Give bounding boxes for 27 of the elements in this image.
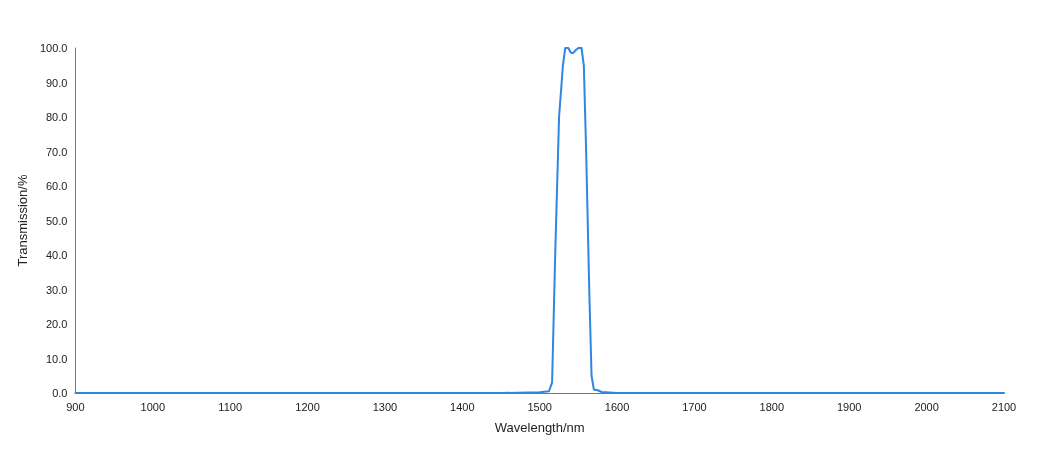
x-tick-label: 2100: [991, 400, 1017, 413]
y-tick-label: 10.0: [46, 352, 68, 365]
y-tick-label: 20.0: [46, 318, 68, 330]
y-tick-label: 100.0: [39, 42, 68, 54]
x-tick-label: 2000: [914, 400, 939, 413]
y-tick-label: 80.0: [46, 111, 68, 123]
x-tick-label: 1000: [140, 400, 166, 413]
x-axis-title: Wavelength/nm: [494, 420, 585, 435]
y-tick-label: 50.0: [46, 214, 68, 227]
x-tick-label: 1800: [759, 400, 785, 413]
x-tick-label: 1600: [604, 400, 630, 413]
x-tick-label: 1900: [837, 400, 862, 413]
y-tick-label: 90.0: [46, 76, 68, 89]
y-axis-title: Transmission/%: [15, 174, 30, 267]
x-tick-label: 1500: [527, 400, 552, 413]
y-tick-label: 40.0: [46, 249, 68, 261]
y-tick-label: 30.0: [46, 283, 68, 296]
x-tick-label: 1400: [450, 400, 475, 413]
x-tick-label: 900: [66, 400, 85, 413]
y-tick-label: 0.0: [52, 387, 68, 399]
y-tick-label: 60.0: [46, 180, 68, 192]
x-tick-label: 1300: [372, 400, 398, 413]
x-tick-label: 1700: [682, 400, 707, 413]
y-tick-label: 70.0: [46, 145, 68, 158]
line-series: [74, 47, 1005, 394]
x-tick-label: 1100: [218, 400, 243, 413]
x-tick-label: 1200: [295, 400, 320, 413]
